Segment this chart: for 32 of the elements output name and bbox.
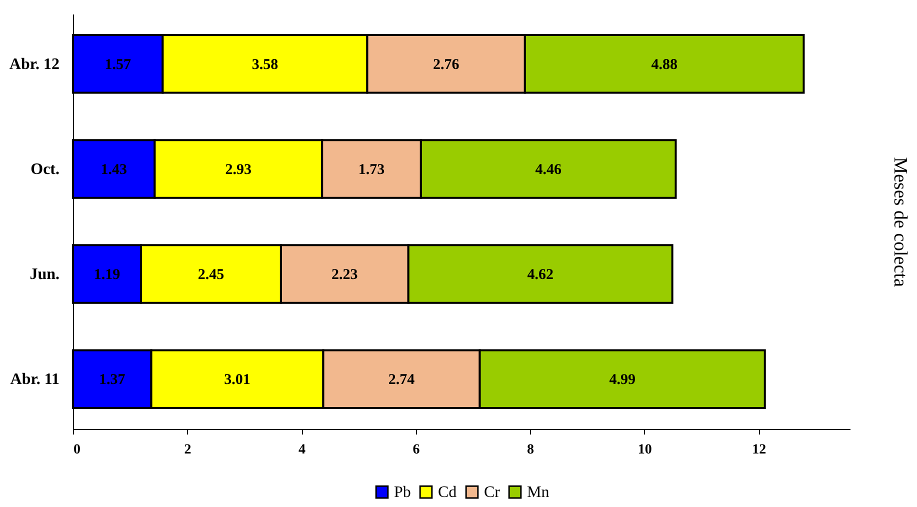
y-axis-title: Meses de colecta [890,157,910,288]
legend-label: Pb [394,484,411,502]
data-label: 2.23 [332,267,358,284]
data-label: 2.76 [432,56,460,73]
data-label: 4.62 [527,267,554,284]
x-tick-label: 4 [298,442,306,458]
y-tick-label: Oct. [30,160,60,178]
data-label: 1.57 [104,56,132,73]
x-tick-label: 8 [527,442,534,458]
data-label: 3.58 [252,56,278,73]
data-label: 2.45 [198,267,224,284]
legend-label: Cd [438,484,457,502]
x-tick-label: 2 [184,442,192,458]
data-label: 1.73 [358,162,385,178]
data-label: 1.37 [99,372,126,388]
x-tick-label: 10 [638,442,652,458]
y-tick-label: Abr. 12 [9,56,60,73]
data-label: 2.74 [388,372,416,388]
data-label: 4.88 [651,56,678,73]
data-label: 1.43 [100,162,127,178]
data-label: 2.93 [225,162,252,178]
x-tick-label: 12 [752,442,766,458]
data-label: 4.46 [535,162,562,178]
y-tick-label: Abr. 11 [10,371,60,388]
x-tick-label: 0 [74,442,80,458]
legend-label: Mn [527,484,550,502]
data-label: 1.19 [94,267,120,284]
data-label: 4.99 [609,372,636,388]
data-label: 3.01 [224,372,250,388]
y-tick-label: Jun. [30,266,60,284]
legend-label: Cr [484,484,501,502]
x-tick-label: 6 [412,442,420,458]
